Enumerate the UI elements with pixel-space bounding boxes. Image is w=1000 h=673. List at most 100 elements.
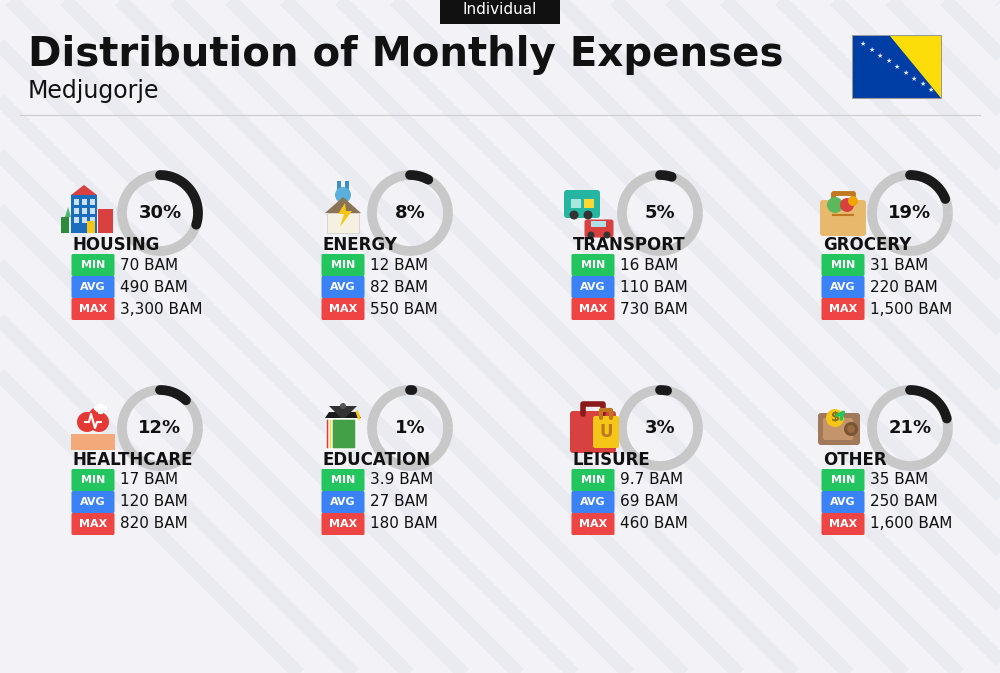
Text: MIN: MIN [81,475,105,485]
Circle shape [826,409,844,427]
Text: MAX: MAX [329,304,357,314]
Text: MAX: MAX [829,304,857,314]
Text: 3%: 3% [645,419,675,437]
Polygon shape [65,207,71,217]
Text: AVG: AVG [830,282,856,292]
Text: 16 BAM: 16 BAM [620,258,678,273]
Text: 1,600 BAM: 1,600 BAM [870,516,952,532]
Text: 17 BAM: 17 BAM [120,472,178,487]
FancyBboxPatch shape [72,469,114,491]
Polygon shape [79,408,107,424]
Text: 3,300 BAM: 3,300 BAM [120,302,202,316]
FancyBboxPatch shape [822,513,864,535]
Bar [61,217,69,233]
Circle shape [604,232,610,238]
Text: 1%: 1% [395,419,425,437]
Text: TRANSPORT: TRANSPORT [573,236,686,254]
Bar [584,199,594,208]
Bar [74,208,79,214]
Text: MIN: MIN [831,260,855,270]
Text: MIN: MIN [581,475,605,485]
Text: ENERGY: ENERGY [323,236,398,254]
Text: ★: ★ [885,59,892,64]
Polygon shape [325,197,361,213]
FancyBboxPatch shape [822,254,864,276]
Text: MAX: MAX [329,519,357,529]
Text: ★: ★ [911,75,917,81]
Bar [337,181,341,191]
Text: 730 BAM: 730 BAM [620,302,688,316]
Bar [82,217,87,223]
Text: 110 BAM: 110 BAM [620,279,688,295]
Text: AVG: AVG [330,282,356,292]
Text: 9.7 BAM: 9.7 BAM [620,472,683,487]
Polygon shape [890,36,941,98]
Text: ★: ★ [894,64,900,70]
Text: 12%: 12% [138,419,182,437]
Text: AVG: AVG [580,282,606,292]
Circle shape [840,198,854,212]
Text: Distribution of Monthly Expenses: Distribution of Monthly Expenses [28,35,784,75]
FancyBboxPatch shape [322,491,364,513]
Text: 490 BAM: 490 BAM [120,279,188,295]
Bar [74,217,79,223]
Text: AVG: AVG [830,497,856,507]
FancyBboxPatch shape [823,418,853,440]
FancyBboxPatch shape [818,413,860,445]
Circle shape [570,211,578,219]
Text: Medjugorje: Medjugorje [28,79,160,103]
Text: 1,500 BAM: 1,500 BAM [870,302,952,316]
Text: ★: ★ [877,52,883,59]
Circle shape [584,211,592,219]
Text: 12 BAM: 12 BAM [370,258,428,273]
Text: MIN: MIN [331,260,355,270]
Text: 5%: 5% [645,204,675,222]
Polygon shape [329,406,357,418]
Text: 3.9 BAM: 3.9 BAM [370,472,433,487]
Text: HEALTHCARE: HEALTHCARE [73,451,194,469]
FancyBboxPatch shape [440,0,560,24]
FancyBboxPatch shape [820,200,866,236]
FancyBboxPatch shape [322,254,364,276]
FancyBboxPatch shape [322,276,364,298]
FancyBboxPatch shape [593,416,619,448]
Bar [90,217,95,223]
Text: MAX: MAX [579,304,607,314]
Text: MAX: MAX [79,519,107,529]
FancyBboxPatch shape [322,298,364,320]
FancyBboxPatch shape [822,491,864,513]
Text: MIN: MIN [581,260,605,270]
Circle shape [848,196,858,206]
Text: 31 BAM: 31 BAM [870,258,928,273]
Text: 180 BAM: 180 BAM [370,516,438,532]
FancyBboxPatch shape [72,491,114,513]
FancyBboxPatch shape [572,276,614,298]
Text: AVG: AVG [80,282,106,292]
FancyBboxPatch shape [572,298,614,320]
Bar [87,221,95,233]
FancyBboxPatch shape [822,298,864,320]
Text: OTHER: OTHER [823,451,887,469]
Bar [74,199,79,205]
Text: 21%: 21% [888,419,932,437]
Text: MAX: MAX [829,519,857,529]
Text: 250 BAM: 250 BAM [870,495,938,509]
Circle shape [89,412,109,432]
Bar [71,434,115,450]
Text: MIN: MIN [331,475,355,485]
Text: ★: ★ [902,70,909,76]
FancyBboxPatch shape [72,276,114,298]
Polygon shape [71,185,97,195]
FancyBboxPatch shape [329,419,353,449]
Circle shape [77,412,97,432]
Bar [98,209,113,233]
FancyBboxPatch shape [822,276,864,298]
Bar [345,181,349,191]
FancyBboxPatch shape [822,469,864,491]
FancyBboxPatch shape [572,469,614,491]
Text: GROCERY: GROCERY [823,236,911,254]
FancyBboxPatch shape [72,513,114,535]
Text: 69 BAM: 69 BAM [620,495,678,509]
Bar [82,208,87,214]
Text: AVG: AVG [80,497,106,507]
